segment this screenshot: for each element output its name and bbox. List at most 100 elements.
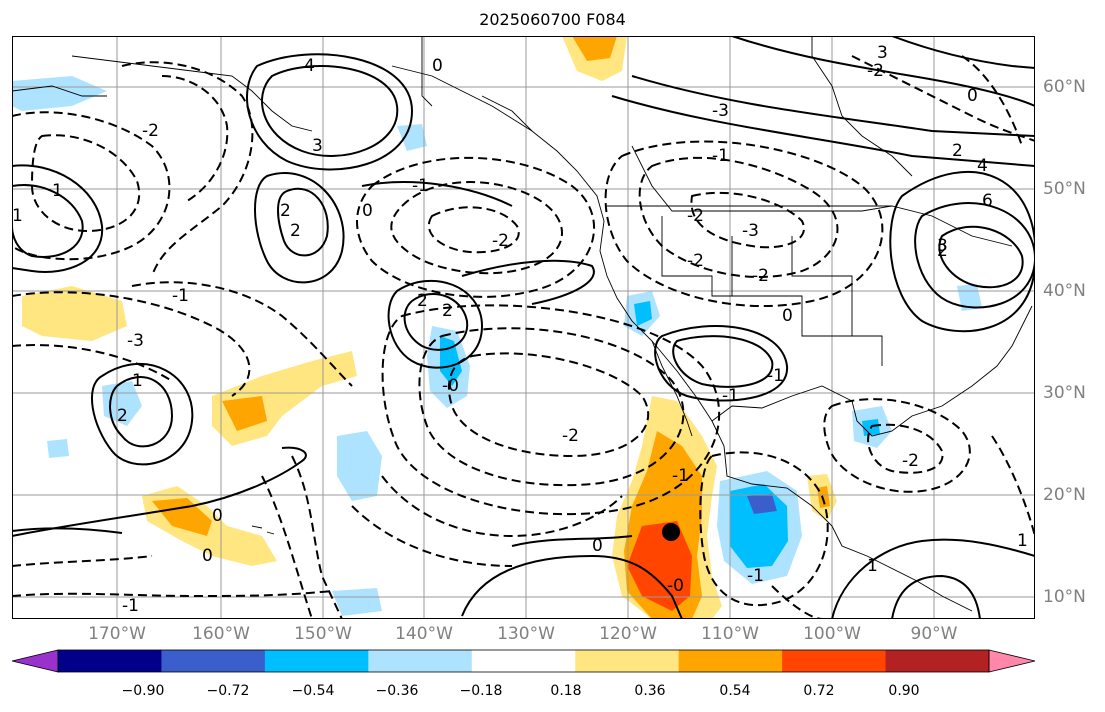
contour-label: 3 [312,136,323,156]
contour-label: -1 [172,286,189,306]
fill-negative-calif-mid [634,301,652,326]
contour-label: 0 [202,546,213,566]
lon-label: 170°W [88,624,146,644]
contour-label: 1 [867,556,878,576]
fill-negative-south [337,431,382,501]
contour-label: -2 [492,231,509,251]
contour-label: -3 [127,331,144,351]
colorbar-segment [58,650,162,672]
colorbar-segment [678,650,783,672]
colorbar-tick-label: 0.36 [634,683,666,699]
lon-label: 110°W [701,624,759,644]
colorbar-segments [11,649,1036,673]
contour-label: 3 [877,43,888,63]
lat-label: 30°N [1043,383,1086,403]
contour-label: -3 [712,101,729,121]
colorbar-tick-label: −0.54 [291,683,335,699]
contour-label: 0 [212,506,223,526]
contour-label: -1 [767,366,784,386]
contours-positive [12,36,1035,619]
contour-label: -1 [747,566,764,586]
lon-label: 130°W [497,624,555,644]
contour-label: -0 [667,576,684,596]
fill-negative-far-nw [12,76,107,111]
contour-label: 6 [982,191,993,211]
contour-label: 2 [952,141,963,161]
fill-negative-mexicocoast-strong [747,494,777,514]
colorbar-tick-label: −0.72 [206,683,250,699]
colorbar-tick-label: 0.18 [550,683,582,699]
lon-label: 120°W [599,624,657,644]
colorbar-segment [264,650,369,672]
colorbar-frame [57,649,990,673]
fill-positive-bajaregion-strong [627,521,692,611]
colorbar-segment [782,650,887,672]
contour-label: 2 [117,406,128,426]
colorbar-tick-label: −0.90 [121,683,165,699]
fill-negative-small-west [47,439,69,458]
lat-label: 60°N [1043,77,1086,97]
contour-label: 0 [782,306,793,326]
lat-label: 20°N [1043,485,1086,505]
lat-label: 10°N [1043,587,1086,607]
colorbar-extend-low [11,649,59,673]
contour-label: 4 [304,56,315,76]
fill-positive-hawaii-mid [152,498,212,536]
fill-positive-central-mid [222,396,267,431]
contour-label: -1 [672,466,689,486]
contour-label: -1 [712,146,729,166]
contour-label: 2 [280,201,291,221]
contour-label: -0 [442,376,459,396]
contour-label: 4 [977,156,988,176]
contour-label: -2 [142,121,159,141]
contour-label: 3 [937,236,948,256]
contour-label: -1 [722,386,739,406]
contour-label: -2 [902,451,919,471]
contour-label: -2 [687,206,704,226]
lon-label: 140°W [395,624,453,644]
lon-label: 160°W [192,624,250,644]
map-panel: 4 3 2 2 1 0 -1 -2 -3 2 2 2 -1 -2 -3 3 4 … [12,36,1035,619]
storm-center-marker [662,523,680,541]
colorbar-segment [575,650,680,672]
colorbar-tick-label: 0.54 [719,683,751,699]
colorbar-tick-label: −0.18 [459,683,503,699]
contour-label: -2 [752,266,769,286]
lat-label: 40°N [1043,281,1086,301]
contour-label: 0 [432,56,443,76]
fill-positive-northpac-mid [572,36,617,61]
colorbar [11,649,1036,673]
colorbar-segment [471,650,576,672]
lat-label: 50°N [1043,179,1086,199]
contour-label: 0 [592,536,603,556]
graticule [12,36,1035,619]
contour-labels: 4 3 2 2 1 0 -1 -2 -3 2 2 2 -1 -2 -3 3 4 … [12,43,1028,616]
fill-positive-west [22,286,127,341]
contour-label: -2 [562,426,579,446]
anomaly-fills [12,36,982,619]
map-title: 2025060700 F084 [479,10,626,29]
fill-positive-yucatan-mid [817,486,830,508]
colorbar-tick-label: 0.72 [803,683,835,699]
coastlines [12,36,1033,612]
colorbar-tick-label: −0.36 [375,683,419,699]
contour-label: 0 [362,201,373,221]
contour-label: 2 [442,301,453,321]
colorbar-segment [368,650,473,672]
contour-label: 1 [1017,531,1028,551]
colorbar-segment [885,650,990,672]
contour-label: -1 [122,596,139,616]
contour-label: 1 [52,181,63,201]
contour-label: -2 [867,61,884,81]
contour-label: -3 [742,221,759,241]
contour-label: 1 [132,371,143,391]
contour-label: 1 [12,206,23,226]
fill-negative-sfar [332,588,382,616]
contour-label: 2 [937,241,948,261]
contour-label: 0 [967,86,978,106]
colorbar-extend-high [988,649,1036,673]
contour-label: 2 [417,291,428,311]
lon-label: 100°W [803,624,861,644]
contour-label: 2 [290,221,301,241]
fill-negative-alaska [397,124,427,151]
